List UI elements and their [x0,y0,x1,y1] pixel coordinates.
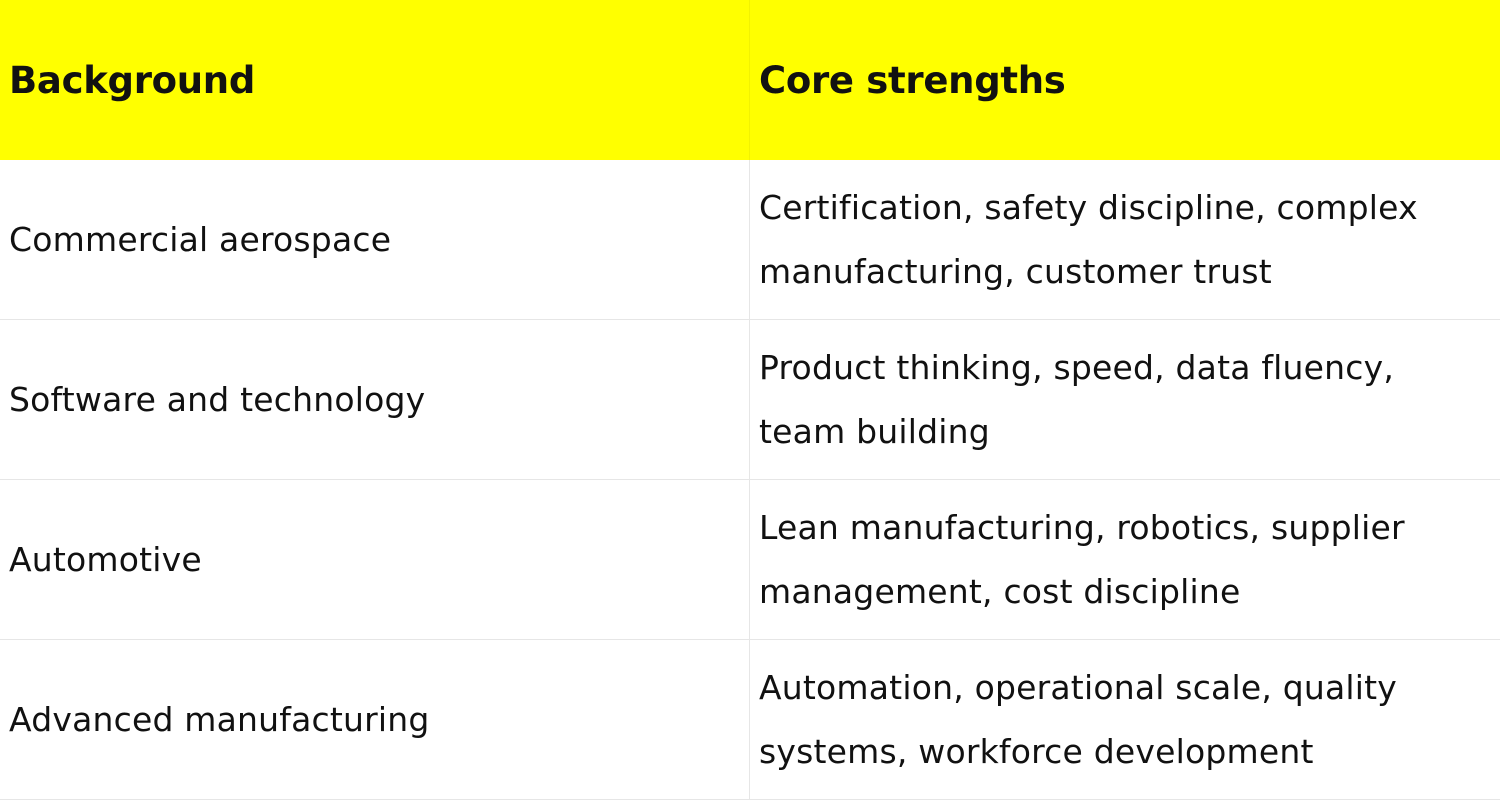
strengths-cell: Product thinking, speed, data fluency, t… [750,320,1500,479]
background-text: Software and technology [9,379,426,419]
strengths-text: Lean manufacturing, robotics, supplier m… [759,507,1405,611]
background-cell: Advanced manufacturing [0,640,750,799]
background-text: Advanced manufacturing [9,699,430,739]
table-row: Software and technology Product thinking… [0,320,1500,480]
strengths-cell: Lean manufacturing, robotics, supplier m… [750,480,1500,639]
background-text: Automotive [9,539,202,579]
strengths-cell: Certification, safety discipline, comple… [750,160,1500,319]
header-cell-core-strengths: Core strengths [750,0,1500,160]
strengths-text: Product thinking, speed, data fluency, t… [759,347,1395,451]
strengths-text: Certification, safety discipline, comple… [759,187,1418,291]
background-cell: Software and technology [0,320,750,479]
background-cell: Commercial aerospace [0,160,750,319]
header-cell-background: Background [0,0,750,160]
header-core-strengths-label: Core strengths [759,58,1066,102]
table-header-row: Background Core strengths [0,0,1500,160]
strengths-cell: Automation, operational scale, quality s… [750,640,1500,799]
background-text: Commercial aerospace [9,219,392,259]
header-background-label: Background [9,58,256,102]
table-row: Advanced manufacturing Automation, opera… [0,640,1500,800]
strengths-text: Automation, operational scale, quality s… [759,667,1397,771]
background-cell: Automotive [0,480,750,639]
table-row: Commercial aerospace Certification, safe… [0,160,1500,320]
table-row: Automotive Lean manufacturing, robotics,… [0,480,1500,640]
